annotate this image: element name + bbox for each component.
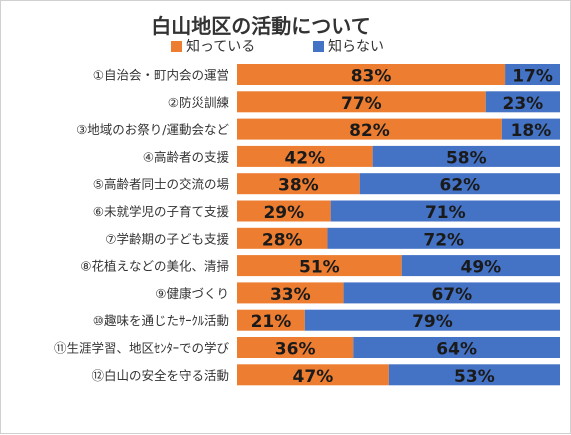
data-label: 77% [341, 94, 382, 114]
category-label: ⑥未就学児の子育て支援 [93, 204, 230, 219]
data-label: 62% [440, 176, 481, 196]
bar-unknown [372, 145, 560, 167]
legend-label-2: 知らない [328, 38, 384, 55]
data-label: 58% [446, 148, 487, 168]
data-label: 18% [511, 121, 552, 141]
data-label: 28% [262, 230, 303, 250]
category-label: ⑤高齢者同士の交流の場 [93, 177, 229, 192]
data-label: 71% [425, 203, 466, 223]
bar-unknown [359, 173, 560, 195]
data-label: 67% [431, 285, 472, 305]
bar-known [237, 282, 344, 304]
data-label: 17% [512, 67, 553, 87]
category-label: ②防災訓練 [168, 95, 230, 110]
category-label: ⑦学齢期の子ども支援 [105, 231, 229, 246]
bars: 83% 17% 77% 23% 82% 18% 42% 58% 38% 62% 29% 71% 28% 7… [237, 64, 560, 387]
data-label: 72% [423, 230, 464, 250]
data-label: 29% [263, 203, 304, 223]
legend-label-1: 知っている [186, 38, 255, 55]
data-label: 64% [436, 340, 477, 360]
bar-unknown [401, 255, 560, 277]
data-label: 38% [278, 176, 319, 196]
chart-title: 白山地区の活動について [151, 14, 370, 38]
legend-swatch-2 [313, 41, 324, 52]
category-label: ③地域のお祭り/運動会など [76, 122, 229, 137]
category-label: ④高齢者の支援 [143, 149, 230, 164]
bar-unknown [304, 309, 560, 331]
data-label: 21% [251, 312, 292, 332]
bar-unknown [501, 118, 560, 140]
bar-unknown [388, 364, 560, 386]
data-label: 51% [299, 258, 340, 278]
data-label: 47% [293, 367, 334, 387]
bar-unknown [330, 200, 560, 222]
category-label: ⑪生涯学習、地区ｾﾝﾀｰでの学び [54, 341, 230, 356]
data-label: 83% [351, 67, 392, 87]
bar-known [237, 118, 502, 140]
bar-unknown [505, 64, 560, 85]
bar-known [237, 309, 305, 331]
bar-known [237, 173, 360, 195]
category-label: ⑧花植えなどの美化、清掃 [80, 259, 229, 274]
bar-known [237, 64, 506, 85]
bar-known [237, 255, 402, 277]
data-label: 36% [275, 340, 316, 360]
data-label: 33% [270, 285, 311, 305]
category-label: ⑨健康づくり [155, 286, 229, 301]
data-label: 42% [284, 148, 325, 168]
chart-legend: 知っている 知らない [171, 38, 384, 55]
bar-unknown [353, 337, 560, 358]
bar-known [237, 364, 389, 386]
category-label: ⑫白山の安全を守る活動 [91, 368, 229, 383]
bar-known [237, 227, 328, 249]
bar-known [237, 91, 486, 113]
category-label: ①自治会・町内会の運営 [93, 68, 229, 83]
data-label: 23% [503, 94, 544, 114]
data-label: 49% [461, 258, 502, 278]
data-label: 82% [349, 121, 390, 141]
data-label: 53% [454, 367, 495, 387]
category-label: ⑩趣味を通じたｻｰｸﾙ活動 [93, 313, 229, 328]
bar-unknown [327, 227, 560, 249]
bar-unknown [343, 282, 560, 304]
bar-known [237, 145, 373, 167]
legend-swatch-1 [171, 41, 182, 52]
bar-known [237, 337, 354, 358]
data-label: 79% [412, 312, 453, 332]
bar-unknown [485, 91, 560, 113]
bar-known [237, 200, 331, 222]
category-labels: ①自治会・町内会の運営 ②防災訓練 ③地域のお祭り/運動会など ④高齢者の支援 ⑤高齢者… [54, 68, 230, 383]
